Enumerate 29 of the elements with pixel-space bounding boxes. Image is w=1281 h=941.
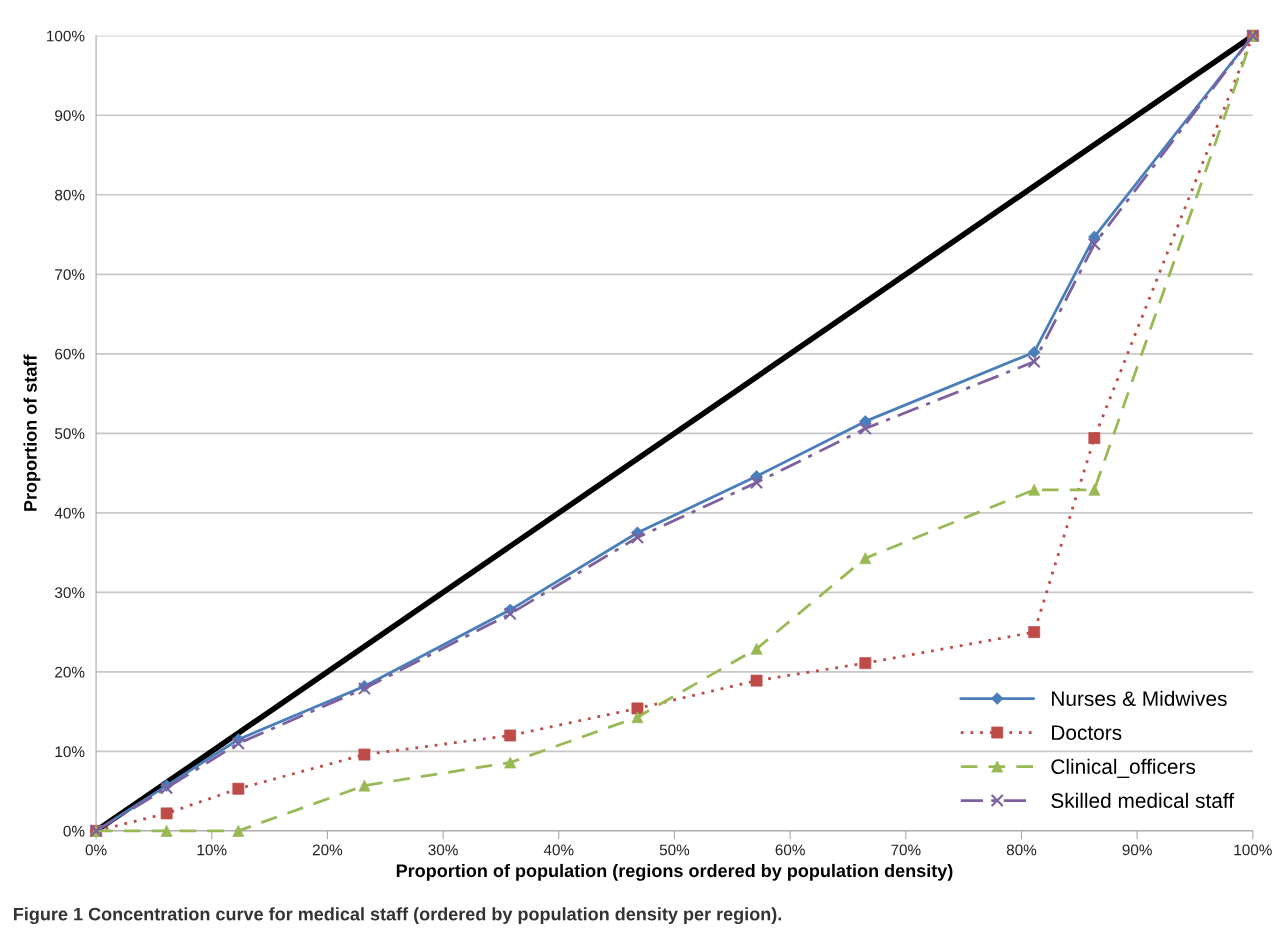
x-tick-label: 0% bbox=[85, 844, 107, 856]
x-tick-label: 20% bbox=[312, 844, 343, 856]
y-axis-title: Proportion of staff bbox=[23, 354, 41, 511]
x-tick-label: 50% bbox=[659, 844, 690, 856]
y-tick-label: 0% bbox=[63, 825, 85, 837]
y-tick-label: 60% bbox=[55, 348, 85, 360]
legend-label: Doctors bbox=[1052, 725, 1122, 741]
x-tick-label: 90% bbox=[1122, 844, 1152, 856]
y-tick-label: 40% bbox=[54, 507, 85, 519]
legend-label: Clinical_officers bbox=[1051, 758, 1196, 778]
legend-label: Nurses & Midwives bbox=[1052, 690, 1227, 707]
x-axis-title: Proportion of population (regions ordered by population density) bbox=[396, 863, 953, 881]
x-tick-label: 30% bbox=[428, 844, 458, 856]
x-tick-label: 70% bbox=[891, 844, 921, 856]
x-tick-label: 100% bbox=[1234, 844, 1272, 856]
y-tick-label: 10% bbox=[55, 746, 85, 758]
legend-label: Skilled medical staff bbox=[1051, 792, 1235, 809]
y-tick-label: 90% bbox=[55, 110, 85, 121]
x-tick-label: 10% bbox=[197, 844, 227, 856]
y-tick-label: 80% bbox=[55, 189, 85, 201]
y-tick-label: 30% bbox=[54, 587, 85, 599]
y-tick-label: 50% bbox=[55, 428, 85, 440]
y-tick-label: 70% bbox=[55, 269, 85, 280]
x-tick-label: 40% bbox=[543, 844, 574, 856]
y-tick-label: 20% bbox=[55, 666, 85, 678]
x-tick-label: 60% bbox=[775, 844, 805, 856]
x-tick-label: 80% bbox=[1006, 844, 1037, 856]
caption: Figure 1 Concentration curve for medical staff (ordered by population density per region). bbox=[14, 907, 782, 925]
y-tick-label: 100% bbox=[47, 30, 85, 42]
